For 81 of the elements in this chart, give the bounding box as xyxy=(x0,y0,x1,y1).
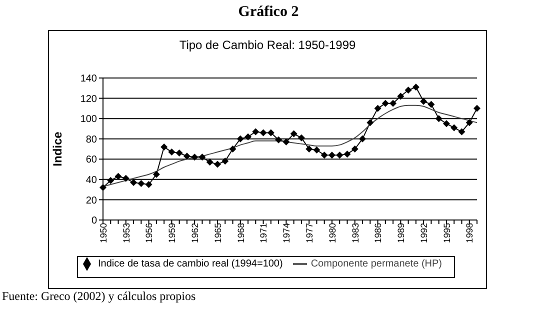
point xyxy=(107,176,114,184)
point xyxy=(359,135,366,142)
point xyxy=(442,120,450,128)
x-tick-label: 1989 xyxy=(396,223,406,244)
point xyxy=(344,150,351,158)
point xyxy=(183,152,190,160)
point xyxy=(191,154,198,161)
point xyxy=(260,129,267,136)
x-tick-label: 1965 xyxy=(212,223,223,244)
y-tick-label: 20 xyxy=(86,195,98,206)
point xyxy=(138,180,145,187)
legend-label: Componente permanete (HP) xyxy=(310,258,442,270)
x-tick-label: 1959 xyxy=(167,223,178,244)
y-tick-label: 40 xyxy=(86,174,98,186)
point xyxy=(290,130,298,138)
point xyxy=(390,100,397,107)
point xyxy=(176,150,183,157)
x-tick-label: 1995 xyxy=(442,223,452,244)
point xyxy=(328,152,336,159)
point xyxy=(450,124,458,132)
point xyxy=(458,128,466,136)
legend-label: Indice de tasa de cambio real (1994=100) xyxy=(98,258,283,270)
x-tick-label: 1962 xyxy=(190,223,200,244)
point xyxy=(351,146,358,152)
point xyxy=(474,104,480,112)
chart-title: Gráfico 2 xyxy=(237,4,300,21)
point xyxy=(100,184,106,192)
x-tick-label: 1950 xyxy=(98,223,108,244)
point xyxy=(198,154,206,161)
point xyxy=(336,152,344,159)
point xyxy=(244,133,252,140)
point xyxy=(298,134,305,142)
point xyxy=(114,172,122,180)
point xyxy=(229,146,236,152)
point xyxy=(122,174,130,182)
point xyxy=(366,119,374,126)
point xyxy=(397,92,404,100)
point xyxy=(267,129,274,136)
point xyxy=(214,160,221,168)
x-tick-label: 1983 xyxy=(350,223,360,244)
point xyxy=(420,98,428,105)
y-tick-label: 60 xyxy=(86,154,98,166)
x-tick-label: 1953 xyxy=(121,223,132,244)
point xyxy=(428,100,435,108)
point xyxy=(168,148,176,156)
x-tick-label: 1977 xyxy=(304,223,314,244)
point xyxy=(313,146,320,154)
point xyxy=(306,146,313,152)
y-tick-label: 140 xyxy=(80,74,98,85)
point xyxy=(412,84,420,91)
chart-subtitle: Tipo de Cambio Real: 1950-1999 xyxy=(178,38,357,52)
x-tick-label: 1968 xyxy=(236,223,246,244)
point xyxy=(320,152,328,159)
point xyxy=(252,128,260,136)
x-tick-label: 1992 xyxy=(418,223,429,244)
y-tick-label: 100 xyxy=(80,114,98,126)
point xyxy=(130,178,138,186)
source-note: Fuente: Greco (2002) y cálculos propios xyxy=(2,289,196,304)
point xyxy=(236,135,244,142)
x-tick-label: 1980 xyxy=(327,223,338,244)
point xyxy=(282,138,290,146)
point xyxy=(145,181,152,188)
x-tick-label: 1971 xyxy=(258,223,269,244)
point xyxy=(152,170,160,178)
point xyxy=(275,136,282,144)
point xyxy=(374,104,382,112)
point xyxy=(206,158,214,166)
y-tick-label: 0 xyxy=(91,216,98,227)
point xyxy=(435,115,442,122)
x-tick-label: 1986 xyxy=(373,223,384,244)
y-tick-label: 120 xyxy=(80,94,98,105)
point xyxy=(466,119,473,126)
y-axis-title: Indice xyxy=(50,131,64,166)
y-tick-label: 80 xyxy=(86,134,98,146)
x-tick-label: 1956 xyxy=(144,223,154,244)
x-tick-label: 1974 xyxy=(282,223,292,244)
point xyxy=(160,143,168,150)
x-tick-label: 1998 xyxy=(464,223,475,244)
point xyxy=(404,86,412,94)
point xyxy=(222,158,229,165)
point xyxy=(382,100,389,107)
